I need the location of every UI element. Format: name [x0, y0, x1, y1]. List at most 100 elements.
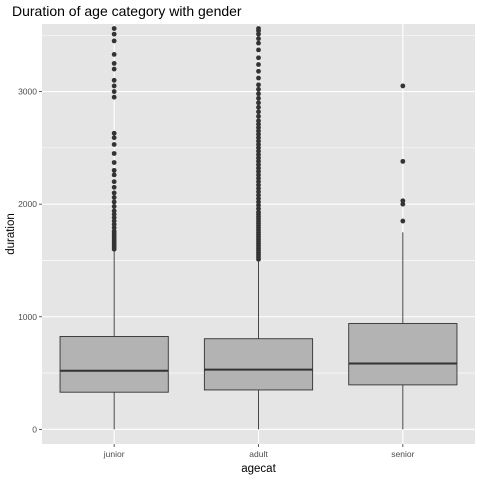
y-tick-label: 1000: [18, 312, 37, 322]
outlier-point: [256, 82, 261, 88]
outlier-point: [256, 165, 261, 171]
outlier-point: [256, 121, 261, 127]
outlier-point: [256, 155, 261, 161]
outlier-point: [111, 208, 117, 214]
outlier-point: [256, 202, 261, 208]
outlier-point: [256, 148, 261, 154]
outlier-point: [256, 55, 261, 61]
outlier-point: [111, 83, 117, 89]
y-axis-ticks: 0 1000 2000 3000: [18, 87, 42, 434]
box-junior: [59, 26, 169, 430]
outlier-point: [256, 152, 261, 158]
outlier-point: [111, 167, 117, 173]
y-tick-label: 0: [32, 424, 37, 434]
outlier-point: [256, 100, 261, 106]
outlier-point: [256, 125, 261, 130]
outlier-point: [400, 83, 406, 89]
outlier-point: [111, 31, 117, 37]
outlier-point: [400, 218, 406, 224]
y-tick-label: 2000: [18, 199, 37, 209]
x-axis-ticks: junior adult senior: [103, 444, 415, 459]
outlier-point: [256, 162, 261, 168]
outlier-point: [111, 225, 117, 231]
chart-title: Duration of age category with gender: [12, 3, 242, 19]
outlier-point: [111, 228, 117, 234]
outlier-point: [111, 184, 117, 190]
x-tick-label: senior: [391, 449, 414, 459]
outlier-point: [256, 91, 261, 97]
outlier-point: [256, 199, 261, 205]
outlier-point: [111, 190, 117, 196]
outlier-point: [111, 218, 117, 224]
y-tick-label: 3000: [18, 87, 37, 97]
iqr-box: [59, 336, 169, 393]
outlier-point: [111, 204, 117, 209]
outlier-point: [256, 62, 261, 67]
outlier-point: [256, 172, 261, 178]
outlier-point: [256, 31, 261, 37]
outlier-point: [111, 26, 117, 31]
outlier-point: [400, 201, 406, 207]
x-axis-title: agecat: [241, 463, 276, 475]
outlier-point: [256, 135, 261, 141]
outlier-point: [111, 172, 117, 178]
outlier-point: [111, 130, 117, 136]
outlier-point: [256, 185, 261, 191]
x-tick-label: junior: [103, 449, 125, 459]
outlier-point: [111, 89, 117, 94]
outlier-point: [400, 198, 406, 204]
outlier-point: [256, 131, 261, 137]
outlier-point: [111, 179, 117, 185]
outlier-point: [111, 151, 117, 156]
outlier-point: [111, 135, 117, 141]
outlier-point: [256, 75, 261, 81]
outlier-point: [256, 36, 261, 42]
outlier-point: [256, 175, 261, 181]
outlier-point: [256, 138, 261, 144]
outlier-point: [111, 61, 117, 66]
outlier-point: [256, 95, 261, 101]
iqr-box: [203, 338, 314, 391]
boxes-layer: [59, 26, 458, 430]
outlier-point: [111, 199, 117, 205]
x-tick-label: adult: [249, 449, 268, 459]
outlier-point: [256, 118, 261, 124]
outlier-point: [111, 77, 117, 83]
outlier-point: [256, 209, 261, 215]
outlier-point: [256, 142, 261, 147]
y-axis-title: duration: [5, 213, 17, 255]
outlier-point: [256, 113, 261, 119]
box-senior: [348, 83, 458, 430]
outlier-point: [256, 68, 261, 74]
outlier-point: [111, 52, 117, 57]
outlier-point: [400, 158, 406, 164]
outlier-point: [111, 38, 117, 44]
outlier-point: [111, 195, 117, 200]
outlier-point: [256, 47, 261, 53]
outlier-point: [256, 192, 261, 198]
outlier-point: [256, 196, 261, 201]
outlier-point: [256, 40, 261, 46]
outlier-point: [256, 104, 261, 110]
outlier-point: [111, 94, 117, 100]
outlier-point: [256, 145, 261, 151]
outlier-point: [256, 206, 261, 212]
outlier-point: [256, 182, 261, 188]
outlier-point: [256, 189, 261, 195]
outlier-point: [111, 222, 117, 227]
outlier-point: [256, 169, 261, 174]
outlier-point: [111, 215, 117, 221]
outlier-point: [256, 158, 261, 164]
outlier-point: [111, 66, 117, 72]
box-adult: [203, 26, 314, 430]
iqr-box: [348, 323, 458, 386]
outlier-point: [256, 179, 261, 185]
outlier-point: [111, 160, 117, 165]
outlier-point: [256, 128, 261, 134]
outlier-point: [256, 109, 261, 115]
outlier-point: [256, 86, 261, 92]
outlier-point: [111, 142, 117, 147]
outlier-point: [256, 26, 261, 31]
outlier-point: [111, 211, 117, 217]
